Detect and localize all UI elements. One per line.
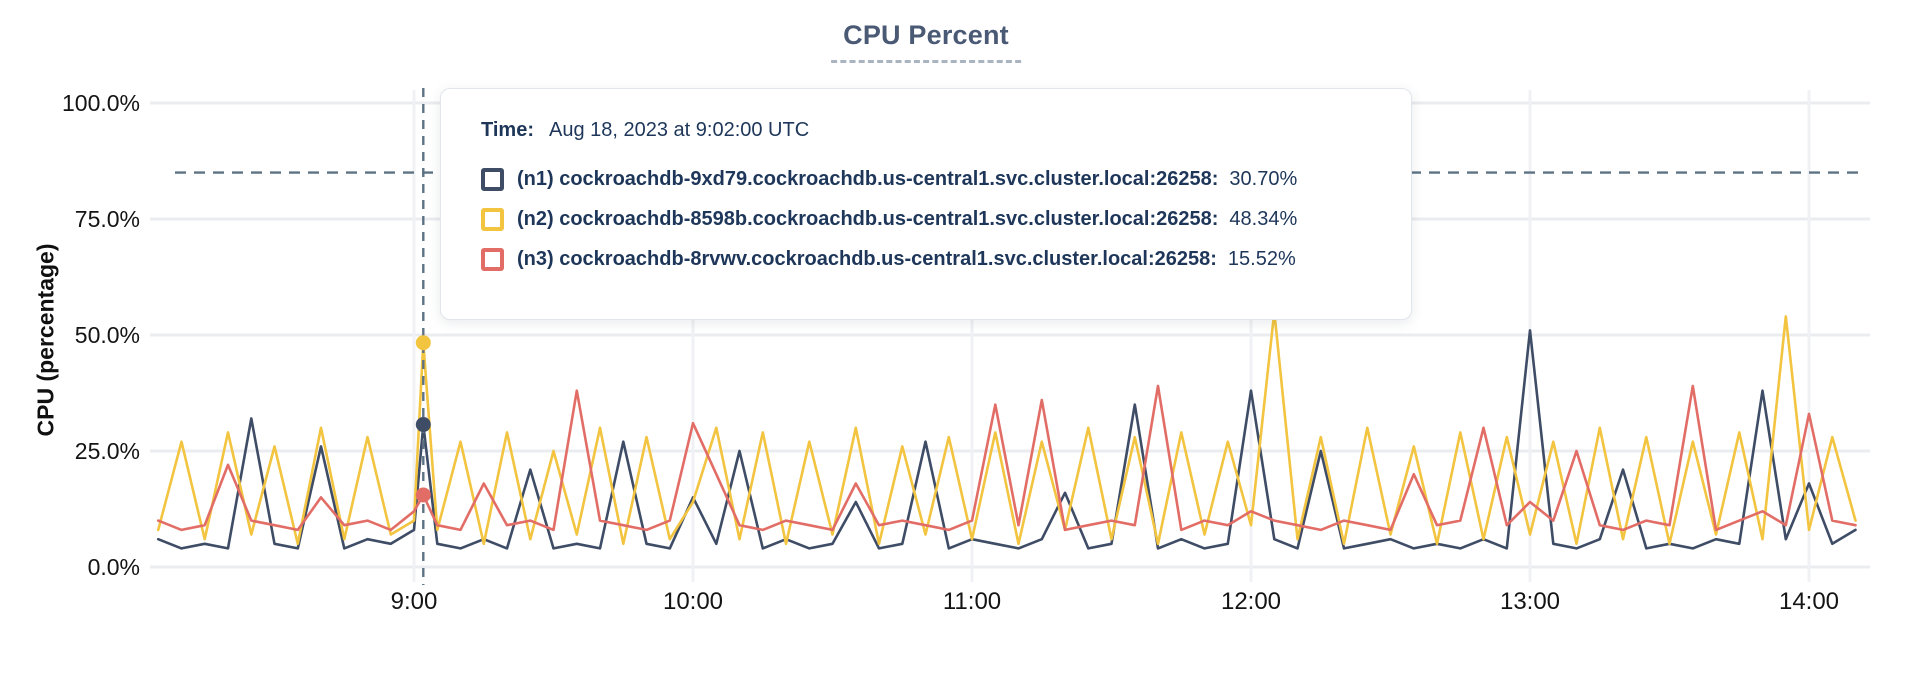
series-line-n1[interactable]: [156, 329, 1857, 550]
y-axis-tick-label: 0.0%: [87, 554, 140, 580]
series-line-n3[interactable]: [156, 384, 1857, 532]
series-line-n2[interactable]: [156, 310, 1857, 546]
series-value-n1: 30.70%: [1229, 167, 1298, 190]
series-label-n3: (n3) cockroachdb-8rvwv.cockroachdb.us-ce…: [517, 247, 1217, 270]
series-label-n2: (n2) cockroachdb-8598b.cockroachdb.us-ce…: [517, 207, 1219, 230]
cursor-marker-n1: [415, 417, 431, 433]
tooltip-time-value: Aug 18, 2023 at 9:02:00 UTC: [548, 119, 810, 141]
legend-row-n3: (n3) cockroachdb-8rvwv.cockroachdb.us-ce…: [481, 239, 1411, 279]
x-axis-tick-label: 9:00: [390, 588, 438, 615]
series-swatch-n1: [481, 167, 504, 191]
series-value-n3: 15.52%: [1227, 247, 1296, 270]
series-swatch-n3: [481, 247, 504, 271]
x-axis-tick-label: 12:00: [1220, 588, 1282, 615]
legend-row-n1: (n1) cockroachdb-9xd79.cockroachdb.us-ce…: [481, 159, 1411, 199]
chart-title: CPU Percent: [831, 20, 1021, 63]
y-axis-tick-label: 75.0%: [74, 206, 140, 232]
series-label-n1: (n1) cockroachdb-9xd79.cockroachdb.us-ce…: [517, 167, 1219, 190]
y-axis-tick-label: 25.0%: [74, 438, 140, 464]
tooltip-legend: (n1) cockroachdb-9xd79.cockroachdb.us-ce…: [481, 159, 1411, 279]
x-axis-tick-label: 13:00: [1499, 588, 1561, 615]
tooltip-time-row: Time: Aug 18, 2023 at 9:02:00 UTC: [481, 119, 1411, 142]
x-axis-tick-label: 11:00: [942, 588, 1002, 615]
x-axis-tick-label: 14:00: [1778, 588, 1840, 615]
x-axis-tick-label: 10:00: [662, 588, 724, 615]
cursor-marker-n3: [415, 487, 431, 503]
tooltip-time-label: Time:: [481, 119, 534, 141]
y-axis-tick-label: 100.0%: [61, 90, 140, 116]
y-axis-tick-label: 50.0%: [74, 322, 140, 348]
series-swatch-n2: [481, 207, 504, 231]
cursor-marker-n2: [415, 335, 431, 351]
series-value-n2: 48.34%: [1229, 207, 1298, 230]
legend-row-n2: (n2) cockroachdb-8598b.cockroachdb.us-ce…: [481, 199, 1411, 239]
hover-tooltip: Time: Aug 18, 2023 at 9:02:00 UTC (n1) co…: [440, 88, 1412, 320]
